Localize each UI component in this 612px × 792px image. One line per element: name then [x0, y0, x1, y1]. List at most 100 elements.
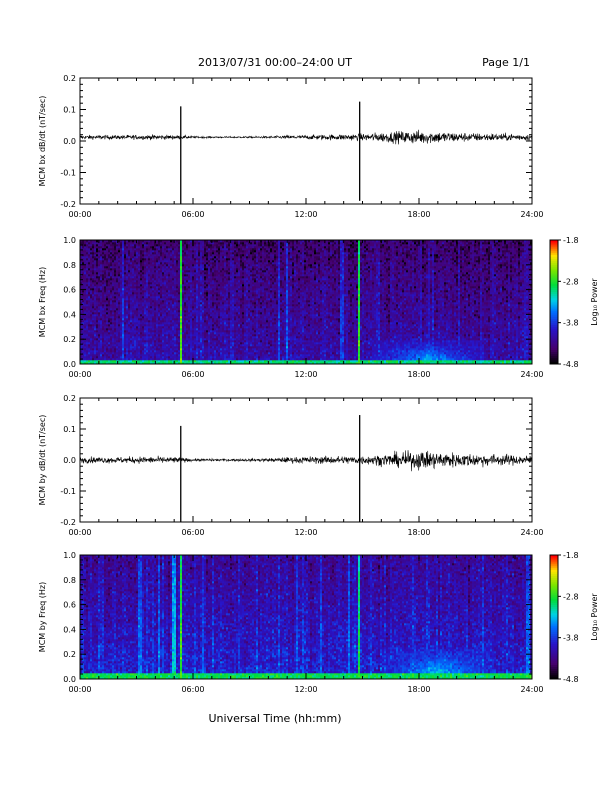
heat-cell — [212, 330, 214, 332]
heat-cell — [198, 336, 200, 338]
heat-cell — [120, 264, 122, 266]
heat-cell — [182, 316, 184, 318]
heat-cell — [164, 290, 166, 292]
heat-cell — [198, 302, 200, 304]
heat-cell — [210, 354, 212, 356]
heat-cell — [90, 288, 92, 290]
heat-cell — [116, 286, 118, 288]
heat-cell — [218, 278, 220, 280]
heat-cell — [122, 336, 124, 338]
heat-cell — [146, 356, 148, 358]
heat-cell — [218, 334, 220, 336]
heat-cell — [120, 256, 122, 258]
heat-cell — [124, 278, 126, 280]
dbdt-line — [80, 130, 532, 145]
y-tick-label: 0.0 — [63, 137, 76, 146]
heat-cell — [216, 302, 218, 304]
heat-cell — [154, 266, 156, 268]
heat-cell — [114, 360, 116, 362]
heat-cell — [224, 292, 226, 294]
heat-cell — [98, 340, 100, 342]
heat-cell — [104, 318, 106, 320]
heat-cell — [146, 352, 148, 354]
heat-cell — [124, 328, 126, 330]
heat-cell — [206, 296, 208, 298]
heat-cell — [96, 352, 98, 354]
heat-cell — [230, 274, 232, 276]
heat-cell — [178, 284, 180, 286]
heat-cell — [118, 304, 120, 306]
heat-cell — [166, 328, 168, 330]
heat-cell — [208, 244, 210, 246]
heat-cell — [134, 354, 136, 356]
heat-cell — [170, 258, 172, 260]
heat-cell — [84, 306, 86, 308]
heat-cell — [88, 290, 90, 292]
heat-cell — [184, 344, 186, 346]
heat-cell — [140, 274, 142, 276]
heat-cell — [232, 250, 234, 252]
heat-cell — [210, 318, 212, 320]
heat-cell — [124, 332, 126, 334]
heat-cell — [120, 334, 122, 336]
heat-cell — [156, 260, 158, 262]
heat-cell — [90, 336, 92, 338]
heat-cell — [228, 326, 230, 328]
heat-cell — [160, 302, 162, 304]
heat-cell — [132, 294, 134, 296]
heat-cell — [198, 342, 200, 344]
heat-cell — [204, 352, 206, 354]
heat-cell — [102, 346, 104, 348]
heat-cell — [212, 262, 214, 264]
heat-cell — [178, 306, 180, 308]
heat-cell — [126, 314, 128, 316]
heat-cell — [196, 302, 198, 304]
heat-cell — [108, 304, 110, 306]
heat-cell — [84, 252, 86, 254]
heat-cell — [230, 292, 232, 294]
heat-cell — [224, 284, 226, 286]
heat-cell — [116, 272, 118, 274]
heat-cell — [210, 306, 212, 308]
heat-cell — [138, 354, 140, 356]
heat-cell — [104, 320, 106, 322]
heat-cell — [172, 358, 174, 360]
heat-cell — [92, 360, 94, 362]
heat-cell — [220, 272, 222, 274]
heat-cell — [180, 354, 182, 356]
heat-cell — [176, 300, 178, 302]
heat-cell — [126, 350, 128, 352]
heat-cell — [152, 280, 154, 282]
heat-cell — [140, 332, 142, 334]
heat-cell — [138, 314, 140, 316]
heat-cell — [96, 312, 98, 314]
heat-cell — [236, 272, 238, 274]
heat-cell — [164, 272, 166, 274]
heat-cell — [206, 266, 208, 268]
heat-cell — [172, 314, 174, 316]
heat-cell — [124, 242, 126, 244]
heat-cell — [100, 360, 102, 362]
heat-cell — [142, 278, 144, 280]
heat-cell — [190, 266, 192, 268]
heat-cell — [202, 330, 204, 332]
heat-cell — [208, 248, 210, 250]
heat-cell — [86, 250, 88, 252]
heat-cell — [152, 344, 154, 346]
heat-cell — [84, 256, 86, 258]
heat-cell — [148, 246, 150, 248]
heat-cell — [202, 282, 204, 284]
heat-cell — [198, 318, 200, 320]
heat-cell — [134, 296, 136, 298]
heat-cell — [84, 350, 86, 352]
heat-cell — [84, 320, 86, 322]
heat-cell — [134, 278, 136, 280]
heat-cell — [228, 338, 230, 340]
heat-cell — [110, 296, 112, 298]
heat-cell — [158, 280, 160, 282]
heat-cell — [154, 272, 156, 274]
heat-cell — [196, 340, 198, 342]
heat-cell — [98, 260, 100, 262]
heat-cell — [170, 360, 172, 362]
heat-cell — [184, 310, 186, 312]
